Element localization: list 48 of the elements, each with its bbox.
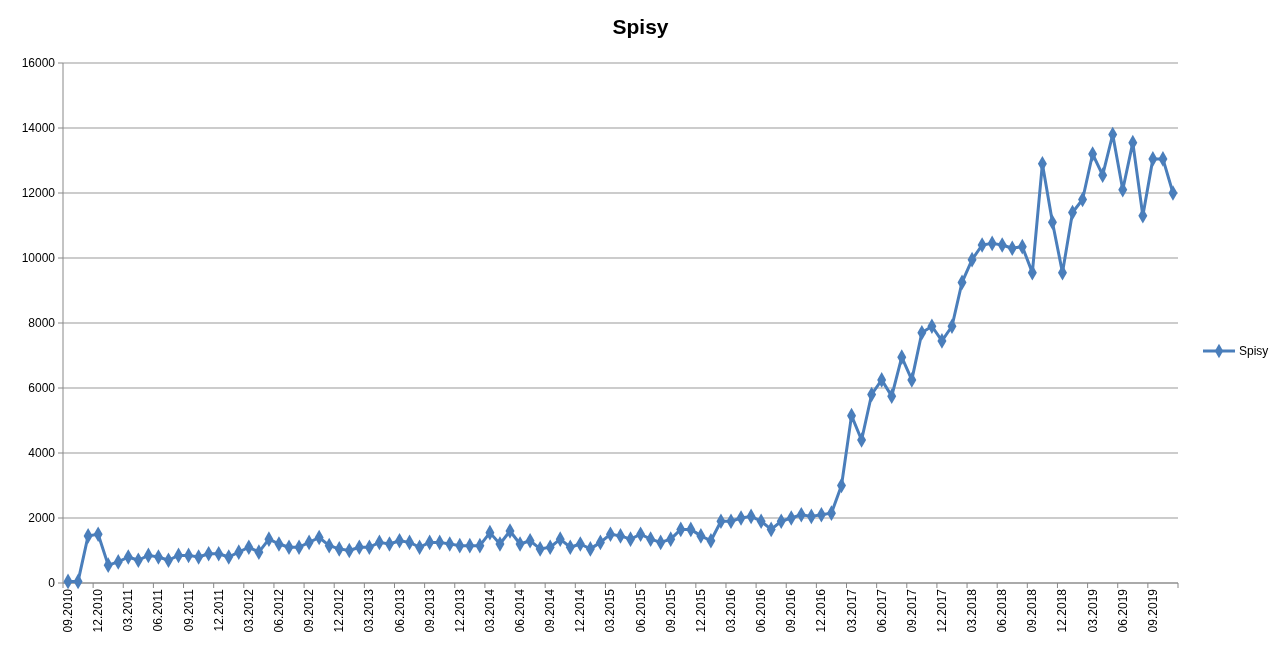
x-tick-label: 03.2016 xyxy=(724,588,738,633)
x-tick-label: 09.2013 xyxy=(422,588,437,633)
x-tick-label: 06.2013 xyxy=(392,588,407,633)
x-tick-label: 12.2018 xyxy=(1055,588,1070,633)
x-tick-label: 12.2013 xyxy=(452,588,467,633)
y-tick-label: 10000 xyxy=(21,251,56,266)
x-tick-label: 03.2018 xyxy=(965,588,980,633)
x-tick-label: 03.2012 xyxy=(241,588,256,633)
x-tick-label: 03.2017 xyxy=(844,588,859,633)
x-tick-label: 09.2017 xyxy=(904,588,919,633)
x-tick-label: 06.2011 xyxy=(151,588,166,632)
y-tick-label: 16000 xyxy=(21,56,56,71)
y-tick-label: 0 xyxy=(48,576,56,591)
x-tick-label: 09.2016 xyxy=(784,588,799,633)
x-tick-label: 12.2016 xyxy=(814,588,829,633)
y-tick-label: 12000 xyxy=(21,186,56,201)
x-tick-label: 09.2010 xyxy=(61,588,76,633)
x-tick-label: 12.2014 xyxy=(573,588,588,633)
y-tick-label: 8000 xyxy=(28,316,56,331)
x-tick-label: 12.2015 xyxy=(693,588,708,633)
x-tick-label: 09.2019 xyxy=(1145,588,1160,633)
y-tick-label: 4000 xyxy=(28,446,56,461)
x-tick-label: 12.2012 xyxy=(332,588,347,633)
y-tick-label: 2000 xyxy=(28,511,56,526)
legend-label: Spisy xyxy=(1239,344,1269,359)
x-tick-label: 09.2011 xyxy=(181,588,196,632)
x-tick-label: 09.2012 xyxy=(302,588,317,633)
x-tick-label: 03.2019 xyxy=(1085,588,1100,633)
chart-title: Spisy xyxy=(612,15,669,38)
x-tick-label: 06.2017 xyxy=(874,588,889,633)
x-tick-label: 06.2016 xyxy=(754,588,769,633)
x-tick-label: 12.2010 xyxy=(91,588,106,633)
x-tick-label: 03.2013 xyxy=(362,588,377,633)
x-tick-label: 03.2015 xyxy=(603,588,618,633)
x-tick-label: 06.2019 xyxy=(1115,588,1130,633)
x-tick-label: 09.2015 xyxy=(663,588,678,633)
x-tick-label: 06.2012 xyxy=(271,588,286,633)
x-tick-label: 03.2014 xyxy=(482,588,497,633)
x-tick-label: 06.2018 xyxy=(995,588,1010,633)
x-tick-label: 12.2011 xyxy=(211,588,226,632)
x-tick-label: 06.2015 xyxy=(633,588,648,633)
x-tick-label: 09.2018 xyxy=(1025,588,1040,633)
x-tick-label: 06.2014 xyxy=(513,588,528,633)
y-tick-label: 14000 xyxy=(21,121,56,136)
x-tick-label: 09.2014 xyxy=(543,588,558,633)
y-tick-label: 6000 xyxy=(28,381,56,396)
x-tick-label: 12.2017 xyxy=(934,588,949,633)
x-tick-label: 03.2011 xyxy=(121,588,136,632)
